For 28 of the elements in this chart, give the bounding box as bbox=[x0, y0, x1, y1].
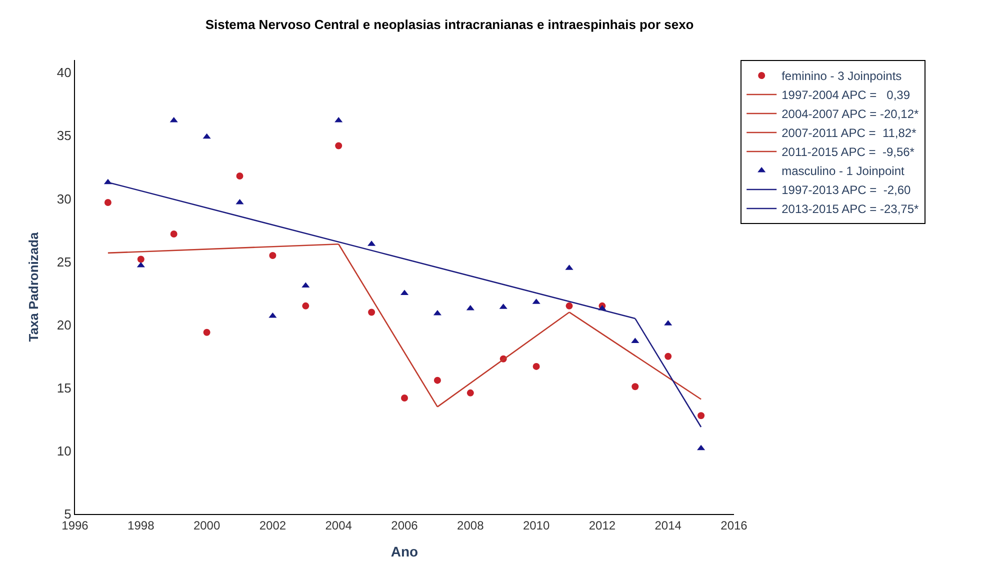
y-tick-label: 30 bbox=[56, 191, 72, 206]
legend-label: 2011-2015 APC = -9,56* bbox=[782, 145, 915, 160]
legend-label: 2007-2011 APC = 11,82* bbox=[782, 126, 917, 140]
x-axis-title: Ano bbox=[390, 544, 418, 560]
x-tick-label: 2000 bbox=[193, 518, 220, 532]
y-tick-label: 20 bbox=[56, 317, 72, 332]
y-tick-label: 15 bbox=[56, 380, 72, 396]
y-tick-label: 10 bbox=[56, 443, 72, 458]
x-tick-label: 2010 bbox=[522, 518, 550, 532]
legend-label: 1997-2004 APC = 0,39 bbox=[782, 88, 910, 102]
legend-label: 1997-2013 APC = -2,60 bbox=[782, 183, 912, 198]
x-tick-label: 2014 bbox=[654, 518, 682, 532]
legend-label: masculino - 1 Joinpoint bbox=[782, 164, 905, 178]
chart-title: Sistema Nervoso Central e neoplasias intracranianas e intraespinhais por sexo bbox=[205, 17, 694, 32]
x-tick-label: 1998 bbox=[128, 518, 155, 532]
x-tick-label: 2016 bbox=[720, 518, 748, 532]
legend-label: 2004-2007 APC = -20,12* bbox=[782, 107, 920, 122]
x-tick-label: 2012 bbox=[588, 518, 616, 532]
x-tick-label: 2002 bbox=[259, 518, 286, 532]
y-tick-label: 40 bbox=[56, 65, 72, 80]
x-tick-label: 2006 bbox=[391, 518, 418, 532]
x-tick-label: 2004 bbox=[325, 518, 352, 532]
y-tick-label: 25 bbox=[56, 254, 72, 270]
y-axis-title: Taxa Padronizada bbox=[26, 231, 41, 342]
x-tick-label: 2008 bbox=[457, 518, 484, 532]
legend-label: 2013-2015 APC = -23,75* bbox=[782, 202, 920, 216]
legend-label: feminino - 3 Joinpoints bbox=[782, 69, 902, 84]
y-tick-label: 35 bbox=[56, 128, 72, 144]
